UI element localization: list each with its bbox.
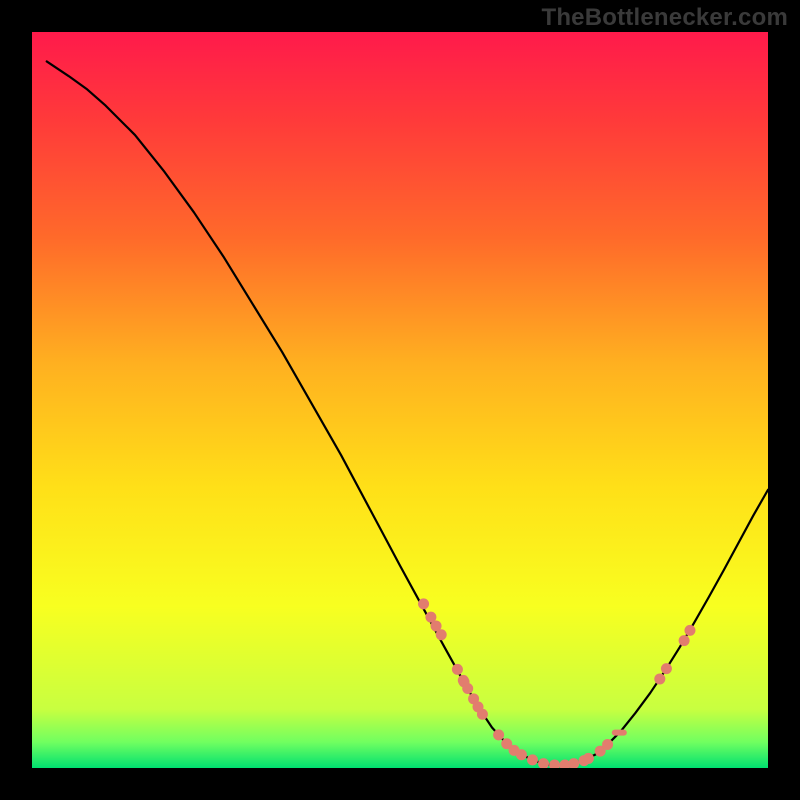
data-marker xyxy=(516,749,527,760)
data-marker xyxy=(602,739,613,750)
chart-svg xyxy=(32,32,768,768)
gradient-background xyxy=(32,32,768,768)
data-marker xyxy=(436,629,447,640)
data-marker xyxy=(527,754,538,765)
data-marker xyxy=(493,729,504,740)
data-marker xyxy=(583,753,594,764)
chart-frame: TheBottlenecker.com xyxy=(0,0,800,800)
data-marker xyxy=(452,664,463,675)
plot-area xyxy=(32,32,768,768)
data-marker xyxy=(679,635,690,646)
data-marker xyxy=(418,598,429,609)
data-marker xyxy=(654,673,665,684)
data-marker xyxy=(462,683,473,694)
watermark-label: TheBottlenecker.com xyxy=(541,4,788,32)
data-marker xyxy=(684,625,695,636)
data-marker xyxy=(477,709,488,720)
data-marker xyxy=(661,663,672,674)
